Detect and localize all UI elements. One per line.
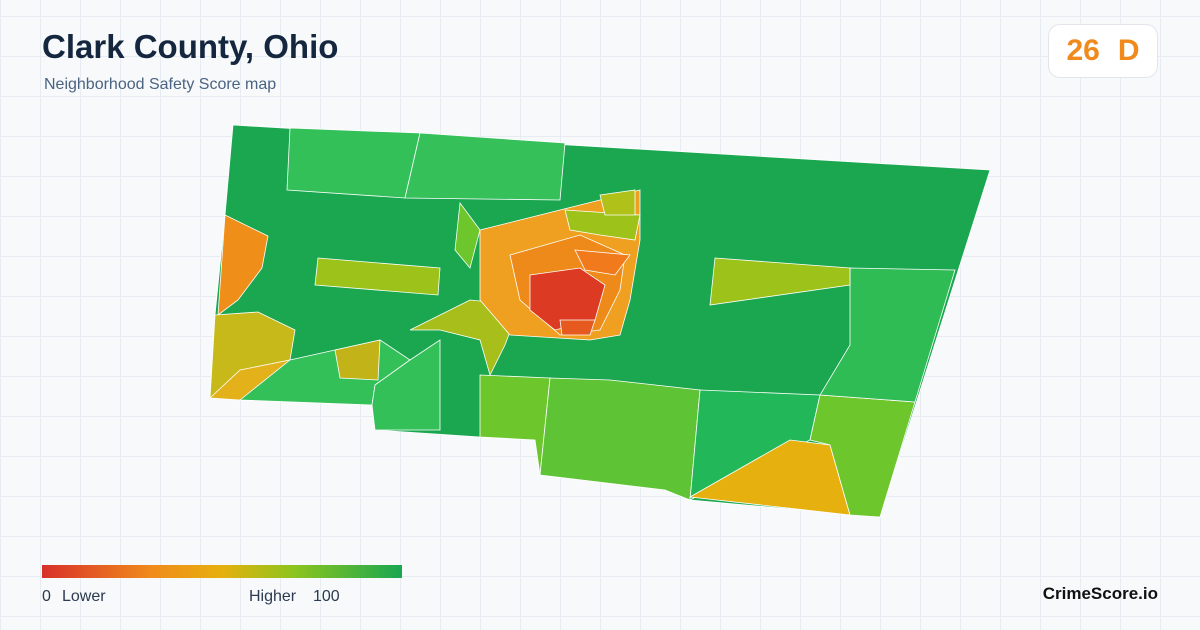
tract: [539, 377, 701, 501]
tract: [479, 374, 551, 476]
tract: [217, 214, 269, 316]
title: Clark County, Ohio: [42, 28, 339, 65]
brand: CrimeScore.io: [1042, 584, 1158, 603]
score-badge: 26 D: [1048, 24, 1158, 78]
tract: [709, 257, 851, 306]
legend-min-label: Lower: [62, 588, 106, 605]
subtitle: Neighborhood Safety Score map: [44, 76, 277, 93]
tract: [371, 339, 441, 431]
tract: [409, 299, 521, 377]
tract: [819, 267, 956, 403]
tract: [286, 127, 421, 199]
tract: [404, 132, 566, 201]
score-grade: D: [1117, 34, 1140, 67]
tract: [574, 249, 631, 276]
tract: [559, 319, 596, 336]
tract: [334, 339, 381, 381]
tract: [314, 257, 441, 296]
legend-gradient: [42, 565, 402, 578]
legend-max-label: Higher: [249, 588, 297, 605]
tract: [599, 189, 636, 216]
tract: [454, 201, 481, 269]
score-value: 26: [1066, 34, 1100, 67]
legend-min: 0: [42, 588, 51, 605]
legend-max: 100: [313, 588, 340, 605]
